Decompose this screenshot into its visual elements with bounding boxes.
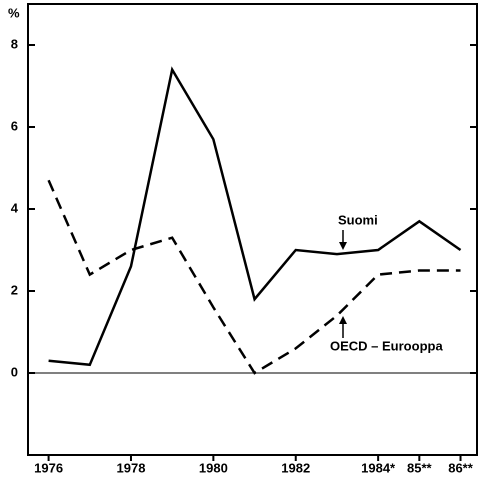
x-tick-label: 1982 [281, 460, 310, 475]
series-label: OECD – Eurooppa [330, 338, 443, 353]
x-tick-label: 1980 [199, 460, 228, 475]
x-tick-label: 1976 [34, 460, 63, 475]
y-tick-label: 6 [11, 118, 18, 133]
y-tick-label: 2 [11, 282, 18, 297]
series-line [48, 66, 462, 367]
label-arrowhead [339, 316, 347, 324]
x-tick-label: 1984* [361, 460, 396, 475]
y-tick-label: 8 [11, 36, 18, 51]
y-tick-label: 4 [11, 200, 19, 215]
plot-frame [27, 3, 478, 456]
y-tick-label: 0 [11, 364, 18, 379]
x-tick-label: 86** [448, 460, 474, 475]
series-label: Suomi [338, 212, 378, 227]
y-unit: % [8, 5, 20, 20]
series-line [47, 179, 461, 375]
label-arrowhead [339, 242, 347, 250]
x-tick-label: 1978 [117, 460, 146, 475]
x-tick-label: 85** [407, 460, 433, 475]
